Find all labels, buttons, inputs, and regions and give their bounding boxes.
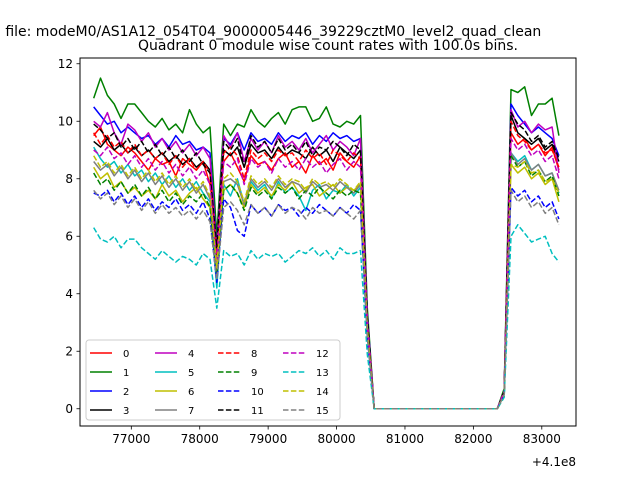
x-tick-label: 80000: [317, 432, 355, 446]
legend-label-2: 2: [123, 387, 129, 398]
y-tick-label: 2: [65, 344, 73, 358]
legend-frame: [85, 339, 341, 421]
legend-label-3: 3: [123, 406, 129, 417]
legend-label-14: 14: [316, 387, 329, 398]
x-axis: 77000 78000 79000 80000 81000 82000 83000: [112, 426, 561, 446]
legend-label-9: 9: [251, 368, 257, 379]
y-tick-label: 6: [65, 229, 73, 243]
y-tick-label: 10: [58, 114, 73, 128]
series-line-13: [93, 224, 560, 410]
legend-label-0: 0: [123, 349, 129, 360]
series-group: [92, 77, 560, 410]
legend-label-1: 1: [123, 368, 129, 379]
x-tick-label: 82000: [454, 432, 492, 446]
legend-label-10: 10: [251, 387, 264, 398]
legend-label-6: 6: [188, 387, 194, 398]
series-line-15: [93, 189, 560, 410]
x-tick-label: 79000: [249, 432, 287, 446]
chart-title: Quadrant 0 module wise count rates with …: [138, 38, 518, 54]
x-tick-label: 83000: [523, 432, 561, 446]
y-tick-label: 12: [58, 57, 73, 71]
legend-label-13: 13: [316, 368, 329, 379]
legend-label-15: 15: [316, 406, 329, 417]
y-axis: 0 2 4 6 8 10 12: [58, 57, 80, 416]
x-tick-label: 77000: [112, 432, 150, 446]
figure-suptitle: n file: modeM0/AS1A12_054T04_9000005446_…: [0, 24, 541, 40]
series-line-9: [93, 154, 560, 410]
x-tick-label: 78000: [181, 432, 219, 446]
legend-label-5: 5: [188, 368, 194, 379]
legend-label-12: 12: [316, 349, 329, 360]
y-tick-label: 4: [65, 287, 73, 301]
legend-label-4: 4: [188, 349, 194, 360]
y-tick-label: 8: [65, 172, 73, 186]
x-offset-label: +4.1e8: [532, 455, 576, 469]
legend-label-7: 7: [188, 406, 194, 417]
legend-label-11: 11: [251, 406, 264, 417]
legend-label-8: 8: [251, 349, 257, 360]
x-tick-label: 81000: [386, 432, 424, 446]
axes-frame: [79, 57, 577, 427]
y-tick-label: 0: [65, 402, 73, 416]
